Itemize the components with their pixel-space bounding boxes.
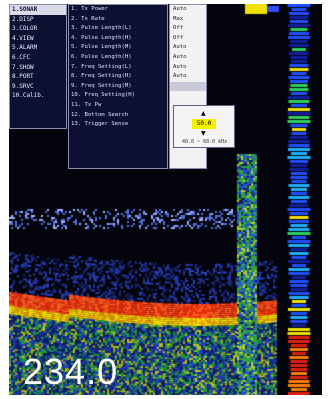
submenu-item-12[interactable]: 12. Bottom Search bbox=[71, 111, 129, 118]
main-menu-item-5[interactable]: 5.ALARM bbox=[12, 44, 38, 52]
main-menu-item-8[interactable]: 8.PORT bbox=[12, 73, 34, 81]
main-menu-item-9[interactable]: 9.SRVC bbox=[12, 82, 34, 90]
main-menu-item-2[interactable]: 2.DISP bbox=[12, 15, 34, 23]
setting-value-10[interactable] bbox=[170, 91, 206, 101]
setting-value-4[interactable]: Off bbox=[173, 34, 184, 41]
triangle-down-icon[interactable]: ▼ bbox=[201, 130, 206, 137]
setting-value-5[interactable]: Auto bbox=[173, 44, 187, 51]
setting-value-6[interactable]: Auto bbox=[173, 53, 187, 60]
depth-readout: 234.0 bbox=[23, 351, 119, 392]
submenu-item-1[interactable]: 1. Tx Power bbox=[71, 6, 109, 12]
submenu-item-3[interactable]: 3. Pulse Length(L) bbox=[71, 25, 132, 32]
submenu-item-7[interactable]: 7. Freq Setting(L) bbox=[71, 63, 132, 70]
submenu-item-8[interactable]: 8. Freq Setting(H) bbox=[71, 73, 132, 80]
main-menu-item-4[interactable]: 4.VIEW bbox=[12, 34, 34, 42]
setting-value-8[interactable]: Auto bbox=[173, 73, 187, 80]
sonar-screen: 1.SONAR 2.DISP 3.COLOR 4.VIEW 5.ALARM 6.CFC 7.… bbox=[9, 4, 322, 395]
submenu-item-6[interactable]: 6. Pulse Length(H) bbox=[71, 53, 132, 60]
setting-value-3[interactable]: Off bbox=[173, 25, 184, 32]
main-menu-item-3[interactable]: 3.COLOR bbox=[12, 25, 38, 33]
setting-value-7[interactable]: Auto bbox=[173, 63, 187, 70]
main-menu-item-1[interactable]: 1.SONAR bbox=[10, 5, 66, 15]
main-menu: 1.SONAR 2.DISP 3.COLOR 4.VIEW 5.ALARM 6.CFC 7.… bbox=[9, 4, 67, 129]
submenu-item-13[interactable]: 13. Trigger Sense bbox=[71, 121, 129, 128]
submenu-item-9[interactable]: 9. Freq Setting(M) bbox=[71, 82, 132, 89]
submenu-item-2[interactable]: 2. Tx Rate bbox=[71, 15, 105, 22]
main-menu-item-10[interactable]: 10.Calib. bbox=[12, 92, 45, 100]
value-adjust-popup: ▲ 50.0 ▼ 40.0 ~ 60.0 kHz bbox=[173, 105, 235, 148]
triangle-up-icon[interactable]: ▲ bbox=[201, 110, 206, 117]
submenu-item-4[interactable]: 4. Pulse Length(H) bbox=[71, 34, 132, 41]
submenu-item-10[interactable]: 10. Freq Setting(H) bbox=[71, 92, 135, 99]
setting-value-9[interactable] bbox=[170, 81, 206, 92]
sonar-submenu: 1. Tx Power 2. Tx Rate 3. Pulse Length(L) 4… bbox=[68, 4, 168, 169]
main-menu-item-7[interactable]: 7.SHOW bbox=[12, 63, 34, 71]
setting-value-1[interactable]: Auto bbox=[173, 6, 187, 12]
setting-value-2[interactable]: Max bbox=[173, 15, 184, 22]
main-menu-item-6[interactable]: 6.CFC bbox=[12, 53, 31, 61]
submenu-item-11[interactable]: 11. Tx Pw bbox=[71, 101, 102, 108]
adjust-range-text: 40.0 ~ 60.0 kHz bbox=[182, 139, 228, 145]
adjust-value-field[interactable]: 50.0 bbox=[192, 119, 216, 129]
submenu-item-5[interactable]: 5. Pulse Length(M) bbox=[71, 44, 132, 51]
